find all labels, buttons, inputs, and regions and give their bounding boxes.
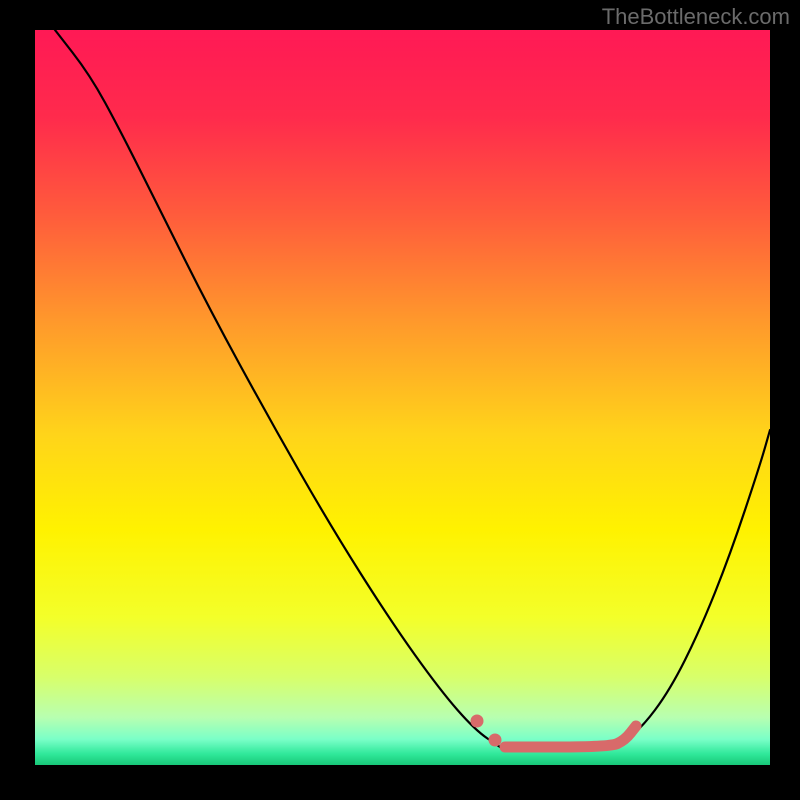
watermark-text: TheBottleneck.com [602, 4, 790, 30]
highlight-dot [471, 715, 484, 728]
plot-background-rect [35, 30, 770, 765]
highlight-dot [489, 734, 502, 747]
chart-svg [0, 0, 800, 800]
